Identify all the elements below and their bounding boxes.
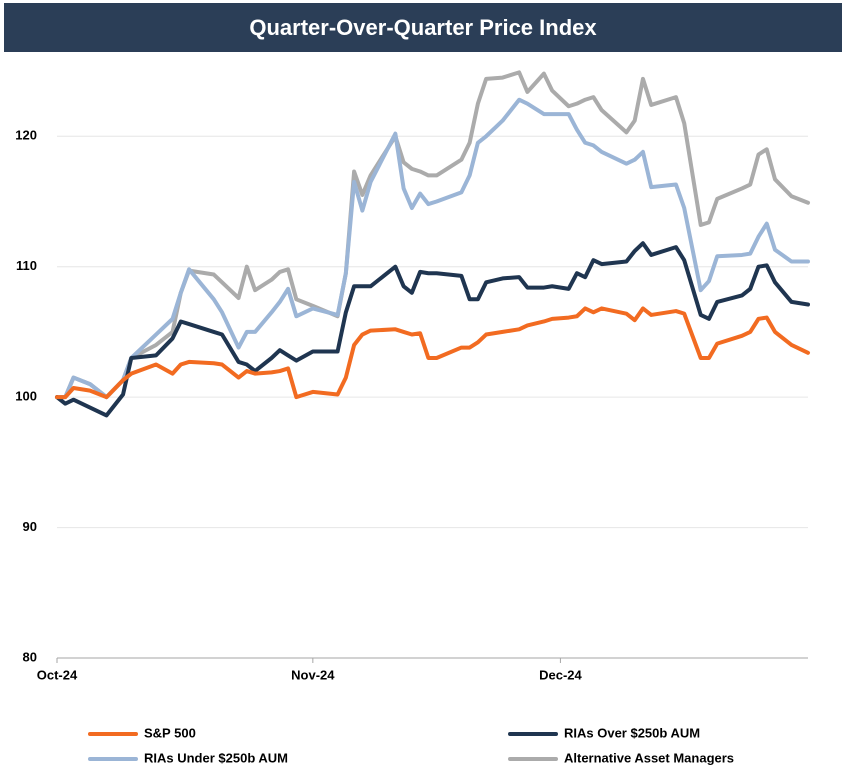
y-tick-label: 120 (15, 128, 37, 143)
y-tick-label: 110 (16, 258, 37, 273)
series-line (55, 97, 810, 400)
x-tick-label: Oct-24 (37, 667, 78, 682)
legend-label: Alternative Asset Managers (564, 750, 734, 765)
series-line (55, 241, 810, 418)
title-bar (4, 3, 842, 52)
series-line (55, 306, 810, 400)
x-tick-label: Dec-24 (539, 667, 582, 682)
legend-label: RIAs Under $250b AUM (144, 750, 288, 765)
legend-label: RIAs Over $250b AUM (564, 725, 700, 740)
y-tick-label: 90 (23, 519, 37, 534)
x-tick-label: Nov-24 (291, 667, 335, 682)
y-tick-label: 80 (23, 649, 37, 664)
legend-label: S&P 500 (144, 725, 196, 740)
chart-title: Quarter-Over-Quarter Price Index (249, 15, 597, 40)
y-tick-label: 100 (15, 389, 37, 404)
